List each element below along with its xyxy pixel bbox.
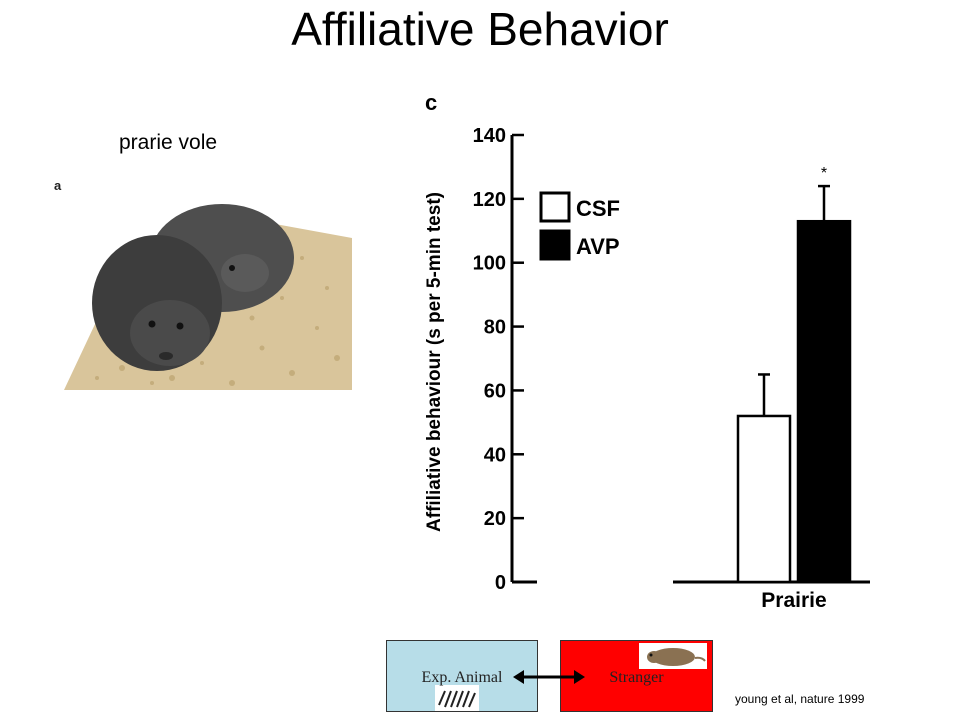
affiliative-behavior-chart: c Affiliative behaviour (s per 5-min tes… — [424, 90, 870, 612]
citation: young et al, nature 1999 — [735, 692, 865, 706]
stranger-box: Stranger — [560, 640, 713, 712]
y-axis: 0 20 40 60 80 100 120 140 — [473, 125, 524, 594]
chart-panel-letter: c — [425, 90, 437, 115]
vole-icon — [639, 643, 707, 669]
photo-panel-letter: a — [54, 178, 62, 193]
exp-animal-label: Exp. Animal — [421, 669, 503, 686]
y-tick-label: 120 — [473, 189, 506, 211]
y-tick-label: 0 — [495, 572, 506, 594]
y-tick-label: 100 — [473, 253, 506, 275]
y-axis-label: Affiliative behaviour (s per 5-min test) — [424, 192, 445, 532]
striped-animal-icon — [435, 685, 479, 711]
category-label: Prairie — [761, 589, 826, 612]
prairie-vole-photo: a — [54, 178, 352, 390]
experimental-animal-box: Exp. Animal — [386, 640, 538, 712]
y-tick-label: 80 — [484, 317, 506, 339]
interaction-arrow-icon — [513, 670, 585, 684]
legend-swatch-csf — [539, 191, 571, 223]
y-tick-label: 40 — [484, 444, 506, 466]
significance-marker: * — [821, 165, 827, 182]
photo-caption: prarie vole — [119, 131, 218, 154]
legend: CSF AVP — [539, 191, 620, 261]
bars: * — [736, 165, 852, 584]
y-tick-label: 60 — [484, 380, 506, 402]
category-labels: Prairie — [761, 589, 826, 612]
y-tick-label: 140 — [473, 125, 506, 147]
legend-swatch-avp — [539, 229, 571, 261]
y-tick-label: 20 — [484, 508, 506, 530]
stranger-label: Stranger — [609, 669, 664, 686]
bar-csf — [736, 414, 792, 584]
legend-label-csf: CSF — [576, 196, 620, 221]
slide-title: Affiliative Behavior — [291, 3, 669, 55]
legend-label-avp: AVP — [576, 234, 620, 259]
bar-avp — [796, 219, 852, 584]
